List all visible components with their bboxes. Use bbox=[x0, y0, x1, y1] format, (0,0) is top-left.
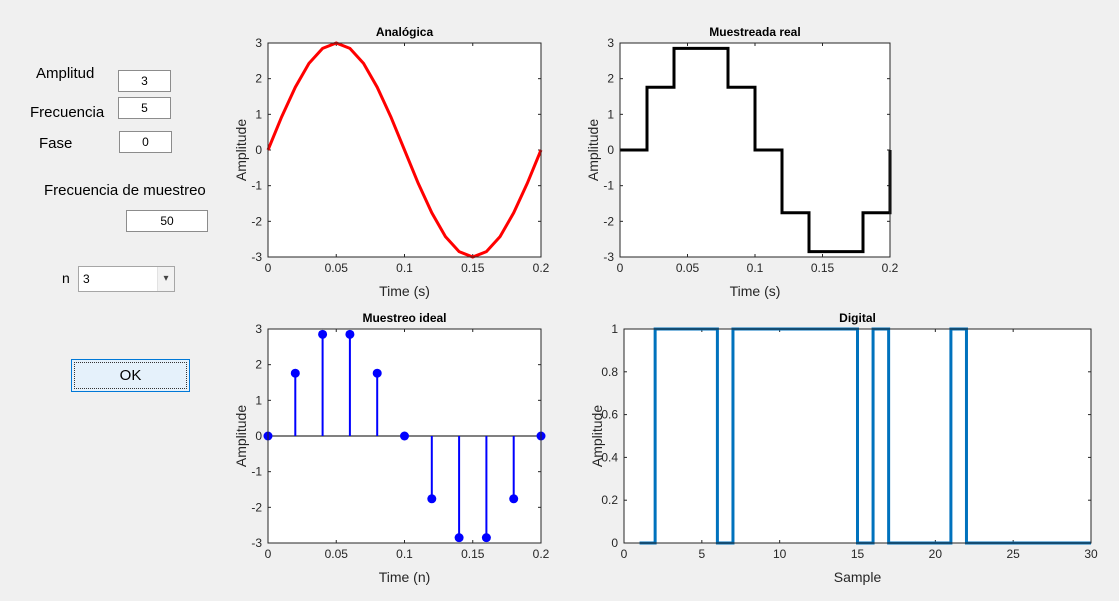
ok-button[interactable]: OK bbox=[71, 359, 190, 392]
ideal-xtick-label: 0.2 bbox=[533, 547, 550, 561]
real-xtick-label: 0.2 bbox=[882, 261, 899, 275]
digital-ytick-label: 0.8 bbox=[601, 365, 618, 379]
ideal-ylabel: Amplitude bbox=[233, 405, 249, 467]
digital-ytick-label: 0.2 bbox=[601, 493, 618, 507]
fs-field[interactable] bbox=[126, 210, 208, 232]
ideal-ytick-label: 1 bbox=[255, 393, 262, 407]
analog-ytick-label: -3 bbox=[251, 250, 262, 264]
digital-ytick-label: 0 bbox=[611, 536, 618, 550]
fase-label: Fase bbox=[39, 135, 73, 152]
chevron-down-icon[interactable]: ▾ bbox=[157, 267, 174, 291]
ideal-ytick-label: -3 bbox=[251, 536, 262, 550]
digital-ytick-label: 0.6 bbox=[601, 408, 618, 422]
analog-title: Analógica bbox=[376, 25, 434, 39]
real-series-line bbox=[620, 46, 892, 254]
real-xtick-label: 0 bbox=[617, 261, 624, 275]
real-ytick-label: 0 bbox=[607, 143, 614, 157]
analog-ytick-label: -1 bbox=[251, 179, 262, 193]
digital-xtick-label: 15 bbox=[851, 547, 865, 561]
fs-label: Frecuencia de muestreo bbox=[44, 182, 206, 199]
ideal-title: Muestreo ideal bbox=[362, 311, 446, 325]
ideal-point bbox=[318, 329, 328, 339]
frecuencia-field[interactable] bbox=[118, 97, 171, 119]
ideal-point bbox=[427, 494, 437, 504]
analog-chart: 0 0.05 0.1 0.15 0.2 -3 -2 -1 0 1 2 3 Analógica Time (… bbox=[233, 25, 550, 299]
analog-ytick-label: 3 bbox=[255, 36, 262, 50]
ideal-point bbox=[345, 329, 355, 339]
real-xtick-label: 0.15 bbox=[811, 261, 835, 275]
digital-xlabel: Sample bbox=[834, 569, 882, 585]
real-ytick-label: -1 bbox=[603, 179, 614, 193]
n-select-value: 3 bbox=[83, 272, 90, 286]
digital-xtick-label: 25 bbox=[1006, 547, 1020, 561]
real-xtick-label: 0.1 bbox=[747, 261, 764, 275]
real-axes-frame bbox=[619, 42, 891, 258]
real-xlabel: Time (s) bbox=[730, 283, 781, 299]
analog-ytick-label: -2 bbox=[251, 214, 262, 228]
digital-xtick-label: 20 bbox=[929, 547, 943, 561]
analog-xtick-label: 0.15 bbox=[461, 261, 485, 275]
ideal-xlabel: Time (n) bbox=[379, 569, 431, 585]
ideal-ytick-label: 2 bbox=[255, 358, 262, 372]
ideal-xtick-label: 0.1 bbox=[396, 547, 413, 561]
frecuencia-label: Frecuencia bbox=[30, 104, 105, 121]
real-ylabel: Amplitude bbox=[585, 119, 601, 181]
analog-xtick-label: 0.1 bbox=[396, 261, 413, 275]
analog-xtick-label: 0.2 bbox=[533, 261, 550, 275]
real-ytick-label: 1 bbox=[607, 107, 614, 121]
analog-ytick-label: 1 bbox=[255, 107, 262, 121]
ideal-point bbox=[481, 533, 491, 543]
digital-ylabel: Amplitude bbox=[589, 405, 605, 467]
digital-xtick-label: 5 bbox=[698, 547, 705, 561]
analog-axes-frame bbox=[267, 42, 542, 258]
ideal-point bbox=[400, 431, 409, 441]
analog-xtick-label: 0.05 bbox=[325, 261, 349, 275]
real-ytick-label: -3 bbox=[603, 250, 614, 264]
digital-chart: 0 5 10 15 20 25 30 0 0.2 0.4 0.6 0.8 1 Digital Sample A… bbox=[589, 311, 1098, 585]
digital-xtick-label: 10 bbox=[773, 547, 787, 561]
digital-xtick-label: 0 bbox=[621, 547, 628, 561]
ideal-point bbox=[290, 368, 300, 378]
ideal-xtick-label: 0 bbox=[265, 547, 272, 561]
ideal-ytick-label: 3 bbox=[255, 322, 262, 336]
n-select[interactable]: 3 ▾ bbox=[78, 266, 175, 292]
analog-xlabel: Time (s) bbox=[379, 283, 430, 299]
amplitud-field[interactable] bbox=[118, 70, 171, 92]
analog-series-line bbox=[266, 41, 543, 259]
ideal-xtick-label: 0.15 bbox=[461, 547, 485, 561]
digital-xtick-label: 30 bbox=[1084, 547, 1098, 561]
fase-field[interactable] bbox=[119, 131, 172, 153]
real-ytick-label: -2 bbox=[603, 214, 614, 228]
ideal-ytick-label: -1 bbox=[251, 465, 262, 479]
ideal-chart: 0 0.05 0.1 0.15 0.2 -3 -2 -1 0 1 2 3 Muestreo ideal T… bbox=[233, 311, 550, 585]
real-ytick-label: 3 bbox=[607, 36, 614, 50]
digital-axes-frame bbox=[623, 328, 1092, 544]
ideal-point bbox=[372, 368, 382, 378]
digital-ytick-label: 1 bbox=[611, 322, 618, 336]
analog-xtick-label: 0 bbox=[265, 261, 272, 275]
ideal-xtick-label: 0.05 bbox=[325, 547, 349, 561]
analog-ytick-label: 2 bbox=[255, 72, 262, 86]
amplitud-label: Amplitud bbox=[36, 65, 95, 82]
ideal-ytick-label: -2 bbox=[251, 500, 262, 514]
real-chart: 0 0.05 0.1 0.15 0.2 -3 -2 -1 0 1 2 3 Muestreada real… bbox=[585, 25, 899, 299]
ideal-point bbox=[509, 494, 519, 504]
real-ytick-label: 2 bbox=[607, 72, 614, 86]
ideal-axes-frame bbox=[267, 328, 542, 544]
analog-ytick-label: 0 bbox=[255, 143, 262, 157]
analog-ylabel: Amplitude bbox=[233, 119, 249, 181]
real-title: Muestreada real bbox=[709, 25, 800, 39]
digital-title: Digital bbox=[839, 311, 876, 325]
n-label: n bbox=[62, 270, 70, 286]
ideal-ytick-label: 0 bbox=[255, 429, 262, 443]
digital-ytick-label: 0.4 bbox=[601, 450, 618, 464]
real-xtick-label: 0.05 bbox=[676, 261, 700, 275]
ideal-point bbox=[454, 533, 464, 543]
